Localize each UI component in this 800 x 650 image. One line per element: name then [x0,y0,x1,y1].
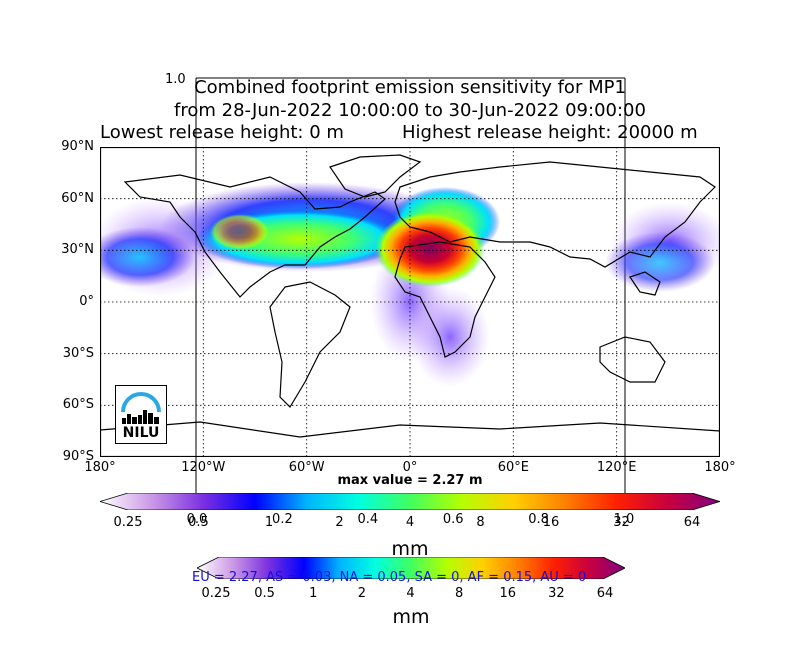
colorbar-overlay-label: 0.2 [272,512,293,527]
colorbar-main-label: 8 [476,515,485,530]
colorbar-main-label: 1 [264,515,274,530]
colorbar-gradient [197,557,625,579]
colorbar-secondary-unit: mm [392,606,430,628]
region-stats-label: EU = 2.27, AS = 0.03, NA = 0.05, SA = 0,… [192,570,587,585]
lon-label: 0° [402,460,418,475]
lon-label: 60°W [288,460,325,475]
axis-fragment-label: 1.0 [165,72,186,87]
colorbar-main [100,493,720,510]
colorbar-secondary-label: 4 [406,586,415,601]
colorbar-overlay-label: 0.0 [186,512,208,527]
title-line-2: from 28-Jun-2022 10:00:00 to 30-Jun-2022… [174,100,646,121]
colorbar-main-label: 4 [405,515,415,530]
sensitivity-field [100,182,720,387]
lat-label: 60°S [62,397,94,413]
lat-label: 30°N [61,242,94,258]
title-line-1: Combined footprint emission sensitivity … [194,77,626,98]
lon-label: 120°W [181,460,226,475]
colorbar-secondary-label: 2 [357,586,367,601]
lon-label: 60°E [497,460,529,475]
map-frame [100,147,720,457]
colorbar-secondary-label: 8 [454,586,464,601]
max-value-label: max value = 2.27 m [337,473,483,488]
world-map [100,147,720,457]
colorbar-main-label: 0.25 [113,515,143,530]
colorbar-overlay-label: 1.0 [613,512,635,527]
colorbar-gradient [100,493,720,510]
colorbar-secondary-label: 16 [499,586,517,601]
colorbar-secondary-label: 64 [596,586,614,601]
colorbar-secondary [197,557,625,579]
colorbar-secondary-label: 0.5 [254,586,275,601]
lon-label: 120°E [596,460,637,475]
colorbar-main-label: 0.5 [188,515,209,530]
lat-label: 90°S [62,449,94,464]
nilu-logo: NILU [115,385,167,444]
colorbar-main-unit: mm [391,538,429,560]
lat-label: 60°N [61,190,94,206]
colorbar-overlay-label: 0.8 [528,512,549,527]
colorbar-secondary-label: 0.25 [201,586,231,601]
nilu-logo-text: NILU [122,425,160,441]
lat-label: 30°S [62,345,94,361]
colorbar-overlay-label: 0.6 [442,512,464,527]
colorbar-secondary-label: 1 [309,586,318,601]
release-low-label: Lowest release height: 0 m [100,122,344,143]
coastlines [100,154,720,438]
colorbar-main-label: 16 [542,515,560,530]
release-high-label: Highest release height: 20000 m [402,122,698,143]
colorbar-main-label: 2 [335,515,344,530]
lat-label: 0° [79,294,94,309]
colorbar-main-label: 32 [613,515,630,530]
lat-label: 90°N [61,139,94,154]
lon-label: 180° [704,460,736,475]
nilu-logo-mark-icon [121,392,161,424]
lon-label: 180° [84,460,116,475]
colorbar-secondary-label: 32 [548,586,565,601]
colorbar-overlay-label: 0.4 [357,512,379,527]
graticule [100,147,720,457]
colorbar-main-label: 64 [683,515,701,530]
